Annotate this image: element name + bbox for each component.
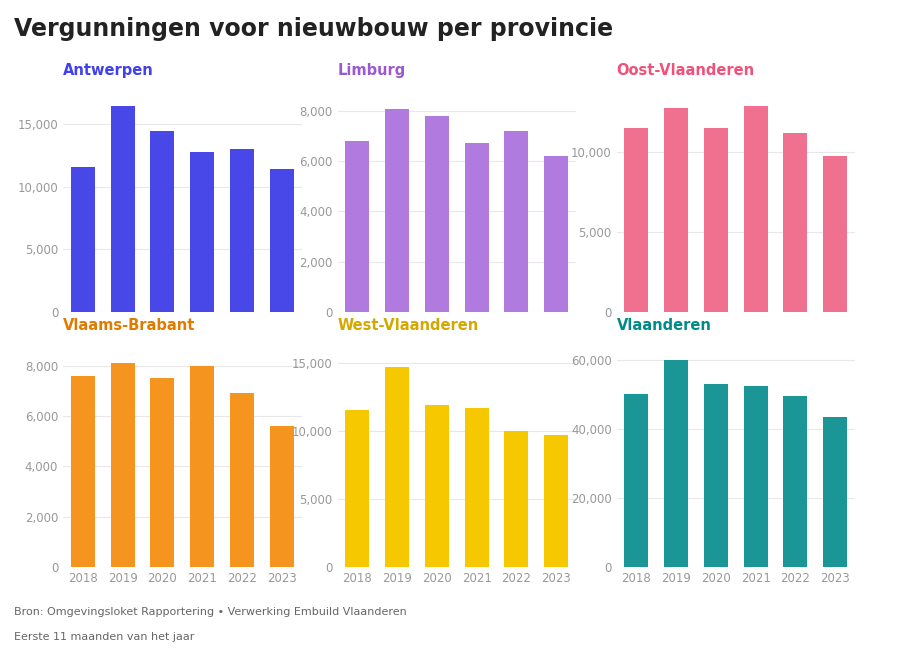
Bar [625,395,648,567]
Bar [230,393,254,567]
Text: Vergunningen voor nieuwbouw per provincie: Vergunningen voor nieuwbouw per provinci… [14,17,613,41]
Bar [190,366,214,567]
Bar [71,376,94,567]
Bar [425,405,449,567]
Bar [464,144,489,312]
Bar [664,107,689,312]
Text: Bron: Omgevingsloket Rapportering • Verwerking Embuild Vlaanderen: Bron: Omgevingsloket Rapportering • Verw… [14,607,406,617]
Bar [425,115,449,312]
Text: Vlaams-Brabant: Vlaams-Brabant [63,318,195,333]
Bar [783,134,807,312]
Bar [704,384,728,567]
Text: Limburg: Limburg [338,63,406,78]
Bar [464,408,489,567]
Bar [504,431,528,567]
Bar [625,128,648,312]
Bar [544,156,568,312]
Bar [111,105,135,312]
Bar [111,363,135,567]
Bar [346,411,369,567]
Bar [230,150,254,312]
Bar [346,141,369,312]
Bar [824,156,847,312]
Bar [783,396,807,567]
Bar [504,131,528,312]
Text: West-Vlaanderen: West-Vlaanderen [338,318,479,333]
Bar [743,386,768,567]
Bar [150,131,175,312]
Bar [824,417,847,567]
Bar [664,360,689,567]
Bar [71,167,94,312]
Bar [704,128,728,312]
Bar [190,152,214,312]
Bar [270,169,293,312]
Text: Antwerpen: Antwerpen [63,63,154,78]
Text: Oost-Vlaanderen: Oost-Vlaanderen [616,63,754,78]
Bar [544,435,568,567]
Text: Eerste 11 maanden van het jaar: Eerste 11 maanden van het jaar [14,632,194,642]
Text: Vlaanderen: Vlaanderen [616,318,711,333]
Bar [270,426,293,567]
Bar [385,367,409,567]
Bar [385,109,409,312]
Bar [150,378,175,567]
Bar [743,106,768,312]
